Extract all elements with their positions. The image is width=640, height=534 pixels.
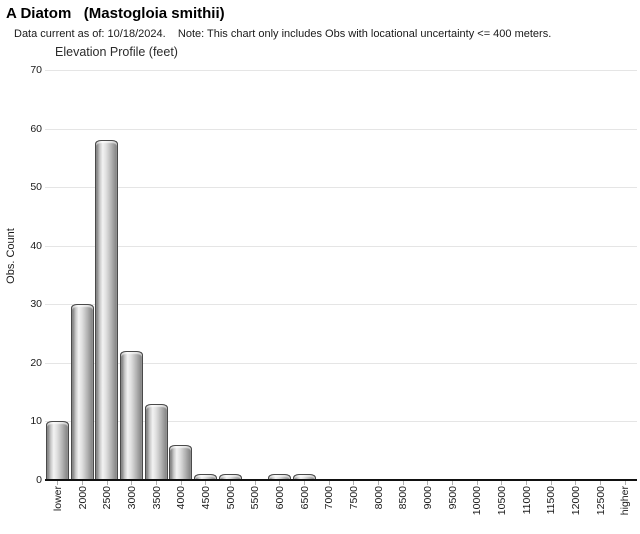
x-tick-label: 10500 bbox=[496, 486, 508, 516]
gridline bbox=[45, 129, 637, 130]
x-tick bbox=[551, 481, 552, 485]
x-tick bbox=[378, 481, 379, 485]
x-tick-label: 8500 bbox=[397, 486, 409, 510]
x-tick bbox=[329, 481, 330, 485]
bar-3000 bbox=[120, 351, 143, 480]
bar-6000 bbox=[268, 474, 291, 480]
x-tick-label: 11000 bbox=[521, 486, 533, 515]
gridline bbox=[45, 187, 637, 188]
bar-lower bbox=[46, 421, 69, 480]
x-tick-label: 4500 bbox=[200, 486, 212, 510]
x-tick bbox=[526, 481, 527, 485]
x-tick bbox=[353, 481, 354, 485]
x-tick-label: 6000 bbox=[274, 486, 286, 510]
x-tick bbox=[304, 481, 305, 485]
x-tick bbox=[625, 481, 626, 485]
x-tick-label: higher bbox=[619, 486, 631, 516]
gridline bbox=[45, 363, 637, 364]
x-tick bbox=[255, 481, 256, 485]
x-tick bbox=[452, 481, 453, 485]
bar-4500 bbox=[194, 474, 217, 480]
y-tick-label: 50 bbox=[30, 181, 42, 193]
page-subtitle: Data current as of: 10/18/2024. Note: Th… bbox=[14, 28, 552, 40]
x-tick-label: 9000 bbox=[422, 486, 434, 510]
x-tick bbox=[477, 481, 478, 485]
x-tick bbox=[600, 481, 601, 485]
y-tick-label: 10 bbox=[30, 415, 42, 427]
x-tick-label: 3500 bbox=[151, 486, 163, 510]
x-axis-line bbox=[45, 479, 637, 481]
x-tick-label: lower bbox=[52, 486, 64, 512]
bar-2500 bbox=[95, 140, 118, 480]
x-tick-label: 12500 bbox=[595, 486, 607, 516]
x-tick-label: 12000 bbox=[570, 486, 582, 516]
x-tick-label: 5500 bbox=[249, 486, 261, 510]
x-tick-label: 9500 bbox=[447, 486, 459, 510]
x-tick bbox=[57, 481, 58, 485]
y-tick-label: 30 bbox=[30, 298, 42, 310]
x-tick bbox=[131, 481, 132, 485]
x-tick bbox=[107, 481, 108, 485]
x-tick-label: 5000 bbox=[225, 486, 237, 510]
x-tick-label: 2000 bbox=[77, 486, 89, 510]
bar-6500 bbox=[293, 474, 316, 480]
y-tick-label: 40 bbox=[30, 240, 42, 252]
gridline bbox=[45, 304, 637, 305]
y-tick-label: 70 bbox=[30, 64, 42, 76]
x-tick bbox=[403, 481, 404, 485]
x-tick bbox=[279, 481, 280, 485]
gridline bbox=[45, 246, 637, 247]
x-tick bbox=[82, 481, 83, 485]
x-tick bbox=[205, 481, 206, 485]
bar-5000 bbox=[219, 474, 242, 480]
x-tick-label: 8000 bbox=[373, 486, 385, 510]
y-tick-label: 20 bbox=[30, 357, 42, 369]
x-tick-label: 4000 bbox=[175, 486, 187, 510]
x-tick-label: 7500 bbox=[348, 486, 360, 510]
plot-area: 0 10 20 30 40 50 60 70 lower 2000 2500 3000 3500 4000… bbox=[30, 64, 637, 515]
x-tick bbox=[156, 481, 157, 485]
gridline bbox=[45, 421, 637, 422]
x-tick-label: 11500 bbox=[545, 486, 557, 515]
y-tick-label: 60 bbox=[30, 123, 42, 135]
chart-title: Elevation Profile (feet) bbox=[55, 45, 178, 59]
y-tick-label: 0 bbox=[36, 474, 42, 486]
x-tick bbox=[575, 481, 576, 485]
x-tick bbox=[501, 481, 502, 485]
x-tick-label: 2500 bbox=[101, 486, 113, 510]
x-tick-label: 3000 bbox=[126, 486, 138, 510]
bar-4000 bbox=[169, 445, 192, 480]
x-tick-label: 6500 bbox=[299, 486, 311, 510]
x-tick bbox=[230, 481, 231, 485]
x-tick bbox=[181, 481, 182, 485]
x-tick-label: 7000 bbox=[323, 486, 335, 510]
gridline bbox=[45, 70, 637, 71]
x-tick bbox=[427, 481, 428, 485]
page-title: A Diatom (Mastogloia smithii) bbox=[6, 5, 225, 22]
bar-3500 bbox=[145, 404, 168, 480]
x-tick-label: 10000 bbox=[471, 486, 483, 516]
bar-2000 bbox=[71, 304, 94, 480]
